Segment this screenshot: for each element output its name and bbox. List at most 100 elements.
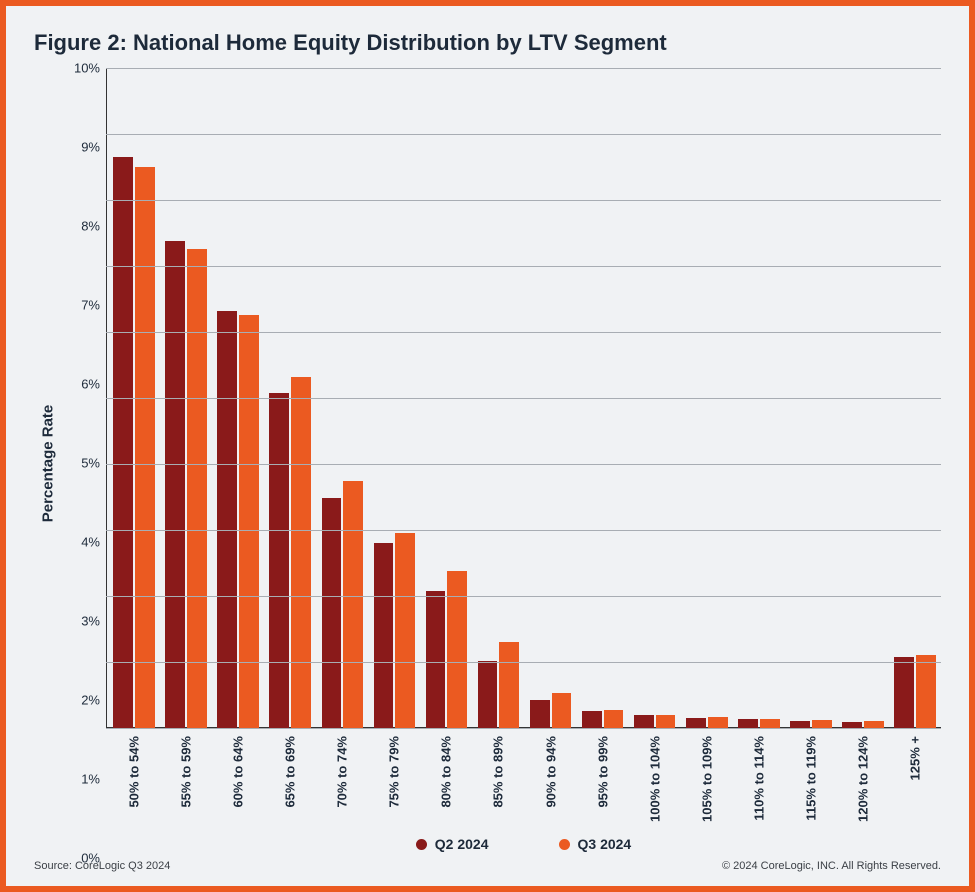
x-tick-label: 85% to 89% (491, 736, 506, 808)
bar (738, 719, 758, 728)
legend-swatch (416, 839, 427, 850)
bar (708, 717, 728, 728)
legend-label: Q2 2024 (435, 836, 489, 852)
x-tick-label: 110% to 114% (751, 736, 766, 821)
x-tick-cell: 60% to 64% (212, 728, 264, 826)
y-axis-label: Percentage Rate (40, 404, 57, 522)
x-tick-label: 65% to 69% (283, 736, 298, 808)
gridline (106, 398, 941, 399)
bar (656, 715, 676, 728)
bar (395, 533, 415, 728)
x-tick-label: 95% to 99% (595, 736, 610, 808)
gridline (106, 134, 941, 135)
chart-frame: Figure 2: National Home Equity Distribut… (0, 0, 975, 892)
bar (478, 661, 498, 728)
x-tick-cell: 90% to 94% (525, 728, 577, 826)
bar (604, 710, 624, 728)
chart-area: Percentage Rate 0%1%2%3%4%5%6%7%8%9%10% … (34, 68, 941, 858)
gridline (106, 596, 941, 597)
x-axis-ticks: 50% to 54% 55% to 59% 60% to 64% 65% to 69%… (106, 728, 941, 826)
bar (812, 720, 832, 728)
x-tick-cell: 50% to 54% (108, 728, 160, 826)
y-tick-label: 7% (81, 298, 100, 313)
gridline (106, 464, 941, 465)
legend: Q2 2024 Q3 2024 (106, 826, 941, 858)
source-text: Source: CoreLogic Q3 2024 (34, 860, 170, 872)
gridline (106, 662, 941, 663)
plot-area (106, 68, 941, 728)
bar (499, 642, 519, 728)
y-tick-label: 10% (74, 61, 100, 76)
x-tick-cell: 70% to 74% (316, 728, 368, 826)
x-tick-cell: 65% to 69% (264, 728, 316, 826)
bar (269, 393, 289, 728)
x-tick-cell: 105% to 109% (681, 728, 733, 826)
bar (447, 571, 467, 728)
gridline (106, 266, 941, 267)
footer: Source: CoreLogic Q3 2024 © 2024 CoreLog… (34, 858, 941, 872)
bar (343, 481, 363, 729)
y-tick-label: 2% (81, 693, 100, 708)
x-tick-label: 120% to 124% (855, 736, 870, 822)
copyright-text: © 2024 CoreLogic, INC. All Rights Reserv… (722, 860, 941, 872)
bar (374, 543, 394, 728)
x-tick-cell: 85% to 89% (472, 728, 524, 826)
legend-item: Q3 2024 (559, 836, 632, 852)
bar (113, 157, 133, 728)
bar (864, 721, 884, 728)
y-axis-label-column: Percentage Rate (34, 68, 62, 858)
x-tick-label: 70% to 74% (335, 736, 350, 808)
x-tick-label: 80% to 84% (439, 736, 454, 808)
x-tick-label: 75% to 79% (387, 736, 402, 808)
x-tick-cell: 80% to 84% (420, 728, 472, 826)
y-axis-ticks: 0%1%2%3%4%5%6%7%8%9%10% (62, 68, 106, 858)
x-tick-cell: 110% to 114% (733, 728, 785, 826)
x-tick-label: 100% to 104% (647, 736, 662, 822)
y-tick-label: 9% (81, 140, 100, 155)
bar (634, 715, 654, 728)
bar (239, 315, 259, 728)
y-tick-label: 0% (81, 851, 100, 866)
gridline (106, 68, 941, 69)
y-tick-label: 5% (81, 456, 100, 471)
legend-swatch (559, 839, 570, 850)
x-tick-cell: 75% to 79% (368, 728, 420, 826)
x-tick-cell: 95% to 99% (577, 728, 629, 826)
x-tick-cell: 100% to 104% (629, 728, 681, 826)
bar (582, 711, 602, 728)
bar (530, 700, 550, 728)
x-tick-cell: 120% to 124% (837, 728, 889, 826)
bar (760, 719, 780, 728)
gridline (106, 332, 941, 333)
x-tick-label: 50% to 54% (127, 736, 142, 808)
x-tick-label: 105% to 109% (699, 736, 714, 822)
x-tick-label: 125% + (907, 736, 922, 780)
legend-label: Q3 2024 (578, 836, 632, 852)
gridline (106, 530, 941, 531)
bar (322, 498, 342, 728)
legend-item: Q2 2024 (416, 836, 489, 852)
x-tick-cell: 55% to 59% (160, 728, 212, 826)
y-tick-label: 3% (81, 614, 100, 629)
y-tick-label: 4% (81, 535, 100, 550)
bar (552, 693, 572, 728)
x-tick-cell: 115% to 119% (785, 728, 837, 826)
y-tick-label: 8% (81, 219, 100, 234)
chart-title: Figure 2: National Home Equity Distribut… (34, 30, 941, 56)
plot-column: 50% to 54% 55% to 59% 60% to 64% 65% to 69%… (106, 68, 941, 858)
y-tick-label: 1% (81, 772, 100, 787)
bar (217, 311, 237, 728)
bar (187, 249, 207, 728)
x-tick-label: 90% to 94% (543, 736, 558, 808)
x-tick-cell: 125% + (889, 728, 941, 826)
bar (916, 655, 936, 728)
bar (686, 718, 706, 728)
bar (291, 377, 311, 728)
bar (790, 721, 810, 728)
gridline (106, 200, 941, 201)
bar (426, 591, 446, 728)
bar (135, 167, 155, 728)
x-tick-label: 115% to 119% (803, 736, 818, 821)
x-tick-label: 60% to 64% (231, 736, 246, 808)
y-tick-label: 6% (81, 377, 100, 392)
